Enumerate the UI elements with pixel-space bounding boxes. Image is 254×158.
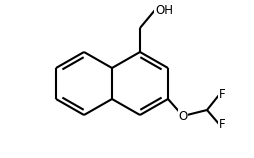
Text: F: F [219,88,226,101]
Text: F: F [219,118,226,131]
Text: OH: OH [155,3,173,16]
Text: O: O [178,109,188,122]
